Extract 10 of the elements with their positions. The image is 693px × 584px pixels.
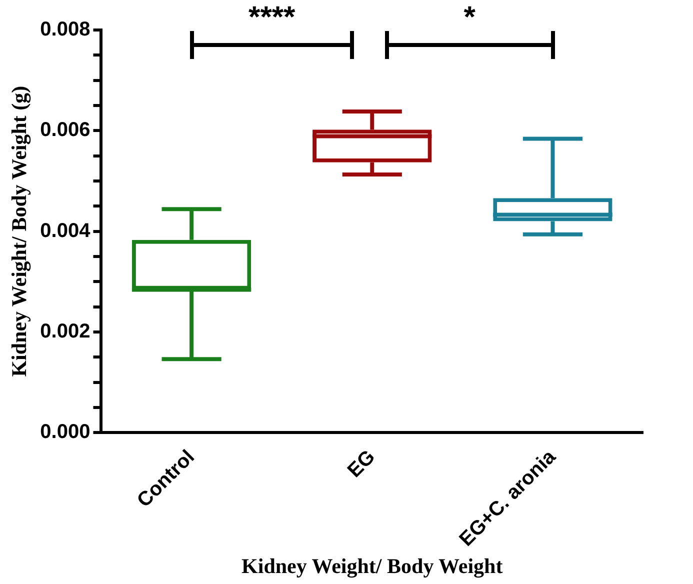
y-tick-label: 0.008 xyxy=(40,18,90,41)
y-tick-label: 0.002 xyxy=(40,320,90,342)
annotation: **** xyxy=(248,1,296,34)
x-tick-label: EG xyxy=(344,446,380,482)
y-tick-label: 0.000 xyxy=(40,421,90,444)
annotation: * xyxy=(462,1,476,34)
x-axis-title: Kidney Weight/ Body Weight xyxy=(242,554,503,578)
y-tick-label: 0.006 xyxy=(40,119,90,142)
y-axis-title: Kidney Weight/ Body Weight (g) xyxy=(7,86,32,377)
y-tick-label: 0.004 xyxy=(40,220,92,242)
